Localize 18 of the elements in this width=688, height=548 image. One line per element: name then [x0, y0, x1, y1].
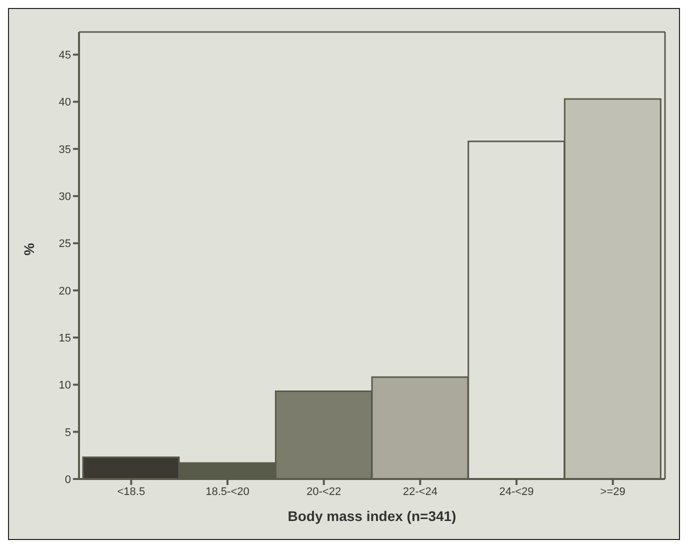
y-tick-label: 30: [58, 190, 71, 203]
y-tick-label: 25: [58, 238, 71, 250]
y-tick-label: 15: [58, 332, 71, 344]
x-tick-label: >=29: [600, 486, 626, 498]
y-tick-label: 5: [64, 426, 71, 439]
y-axis-title: %: [20, 242, 37, 256]
y-tick-label: 40: [58, 96, 71, 109]
x-tick-label: <18.5: [117, 486, 146, 498]
x-tick-label: 24-<29: [499, 486, 534, 498]
y-tick-label: 35: [58, 144, 71, 156]
y-tick-label: 0: [64, 474, 71, 486]
x-tick-label: 18.5-<20: [206, 486, 250, 498]
x-axis-title: Body mass index (n=341): [288, 508, 456, 524]
x-tick-label: 22-<24: [402, 486, 438, 498]
y-tick-label: 10: [58, 380, 71, 392]
x-tick-label: 20-<22: [306, 486, 342, 498]
y-tick-label: 20: [58, 285, 71, 298]
y-tick-label: 45: [58, 50, 71, 62]
